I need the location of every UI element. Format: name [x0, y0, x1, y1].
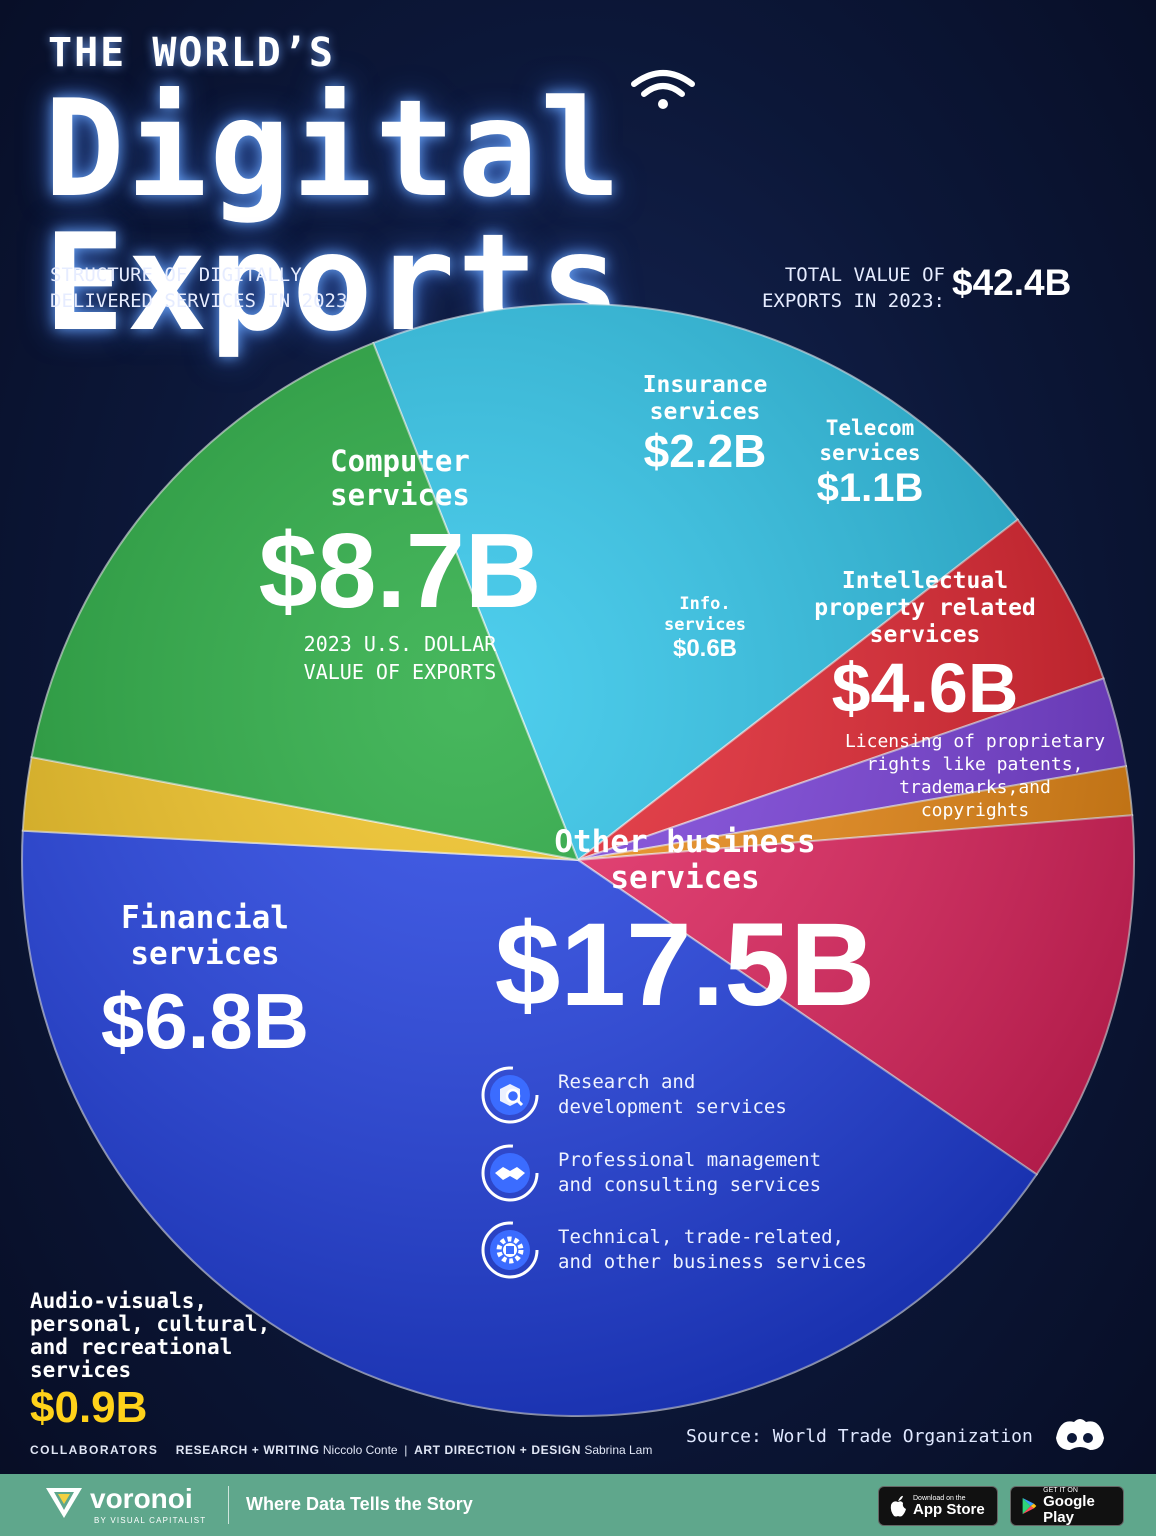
breakdown-text-technical: Technical, trade-related, and other busi… [558, 1225, 867, 1275]
ip-name-2: property related [814, 595, 1036, 621]
other-name-1: Other business [554, 824, 816, 860]
research-icon [481, 1066, 539, 1124]
collaborators-label: COLLABORATORS [30, 1443, 159, 1457]
telecom-name-2: services [819, 441, 921, 465]
credits-separator: | [400, 1443, 411, 1457]
insurance-name-1: Insurance [642, 372, 768, 398]
technical-line-2: and other business services [558, 1251, 867, 1273]
pie-sheen [22, 304, 1134, 1416]
total-label: TOTAL VALUE OF EXPORTS IN 2023: [740, 262, 945, 314]
technical-line-1: Technical, trade-related, [558, 1226, 844, 1248]
chart-subtitle: STRUCTURE OF DIGITALLY DELIVERED SERVICE… [50, 262, 410, 314]
ip-value: $4.6B [831, 649, 1019, 727]
insurance-value: $2.2B [643, 425, 767, 477]
google-play-text: GET IT ON Google Play [1043, 1487, 1113, 1526]
ip-name-1: Intellectual [841, 568, 1009, 594]
research-line-2: development services [558, 1096, 787, 1118]
label-info-services: Info. services $0.6B [650, 594, 760, 661]
art-label: ART DIRECTION + DESIGN [414, 1443, 581, 1457]
label-computer-services: Computer services $8.7B 2023 U.S. DOLLAR… [190, 444, 610, 686]
google-play-icon [1022, 1497, 1037, 1515]
label-other-business-services: Other business services $17.5B [430, 824, 940, 1024]
insurance-name-2: services [649, 399, 761, 425]
source-note: Source: World Trade Organization [686, 1426, 1033, 1447]
google-play-big: Google Play [1043, 1492, 1095, 1526]
computer-note-1: 2023 U.S. DOLLAR [303, 632, 497, 656]
footer-divider [228, 1486, 229, 1524]
subtitle-line-2: DELIVERED SERVICES IN 2023 [50, 290, 348, 312]
computer-name-2: services [330, 478, 470, 512]
label-financial-services: Financial services $6.8B [40, 900, 370, 1060]
breakdown-item-technical: Technical, trade-related, and other busi… [480, 1215, 910, 1285]
consulting-line-2: and consulting services [558, 1174, 822, 1196]
wifi-icon [631, 70, 695, 109]
ip-desc-1: Licensing of proprietary [844, 731, 1106, 752]
other-name-2: services [610, 860, 760, 896]
research-line-1: Research and [558, 1071, 696, 1093]
other-value: $17.5B [494, 899, 876, 1031]
ip-description: Licensing of proprietary rights like pat… [820, 730, 1130, 822]
art-name: Sabrina Lam [584, 1443, 653, 1457]
total-label-line-1: TOTAL VALUE OF [784, 264, 945, 286]
ip-desc-2: rights like patents, [866, 754, 1084, 775]
info-name-1: Info. [679, 594, 731, 614]
breakdown-text-consulting: Professional management and consulting s… [558, 1148, 821, 1198]
google-play-button[interactable]: GET IT ON Google Play [1010, 1486, 1124, 1526]
breakdown-text-research: Research and development services [558, 1070, 787, 1120]
total-value: $42.4B [952, 262, 1072, 303]
label-ip-services: Intellectual property related services $… [780, 568, 1070, 723]
consulting-line-1: Professional management [558, 1149, 822, 1171]
breakdown-item-consulting: Professional management and consulting s… [480, 1138, 910, 1208]
audio-name-4: services [30, 1358, 132, 1382]
research-label: RESEARCH + WRITING [175, 1443, 320, 1457]
financial-value: $6.8B [100, 977, 310, 1065]
research-name: Niccolo Conte [322, 1443, 398, 1457]
title-top: THE WORLD’S [48, 30, 335, 76]
financial-name-2: services [130, 936, 280, 972]
app-store-small: Download on the [913, 1494, 966, 1502]
financial-name-1: Financial [121, 900, 289, 936]
brand-name[interactable]: voronoi [90, 1483, 193, 1514]
gear-icon [481, 1221, 539, 1279]
app-store-text: Download on the App Store [913, 1495, 985, 1518]
ip-desc-3: trademarks,and [899, 777, 1051, 798]
app-store-button[interactable]: Download on the App Store [878, 1486, 998, 1526]
label-telecom-services: Telecom services $1.1B [800, 416, 940, 508]
handshake-icon [481, 1144, 539, 1202]
telecom-value: $1.1B [816, 466, 924, 510]
info-name-2: services [664, 615, 746, 635]
total-label-line-2: EXPORTS IN 2023: [761, 290, 945, 312]
audio-name-3: and recreational [30, 1335, 233, 1359]
google-play-small: GET IT ON [1043, 1486, 1078, 1494]
apple-icon [890, 1495, 906, 1517]
audio-value: $0.9B [30, 1383, 148, 1432]
breakdown-item-research: Research and development services [480, 1060, 910, 1130]
brand-byline: BY VISUAL CAPITALIST [94, 1516, 207, 1525]
computer-value: $8.7B [258, 512, 542, 630]
subtitle-line-1: STRUCTURE OF DIGITALLY [50, 264, 302, 286]
visual-capitalist-logo-icon [1056, 1419, 1104, 1450]
computer-note-2: VALUE OF EXPORTS [303, 660, 497, 684]
audio-name-1: Audio-visuals, [30, 1289, 208, 1313]
tagline: Where Data Tells the Story [246, 1494, 473, 1514]
credits: COLLABORATORS RESEARCH + WRITING Niccolo… [30, 1443, 652, 1457]
label-insurance-services: Insurance services $2.2B [610, 372, 800, 474]
audio-name-2: personal, cultural, [30, 1312, 271, 1336]
app-store-big: App Store [913, 1500, 985, 1518]
ip-desc-4: copyrights [920, 800, 1030, 821]
computer-name-1: Computer [330, 444, 470, 478]
ip-name-3: services [869, 622, 981, 648]
info-value: $0.6B [672, 635, 738, 662]
telecom-name-1: Telecom [825, 416, 915, 440]
voronoi-logo-icon [46, 1488, 82, 1518]
label-audio-visual-services: Audio-visuals, personal, cultural, and r… [30, 1290, 290, 1430]
